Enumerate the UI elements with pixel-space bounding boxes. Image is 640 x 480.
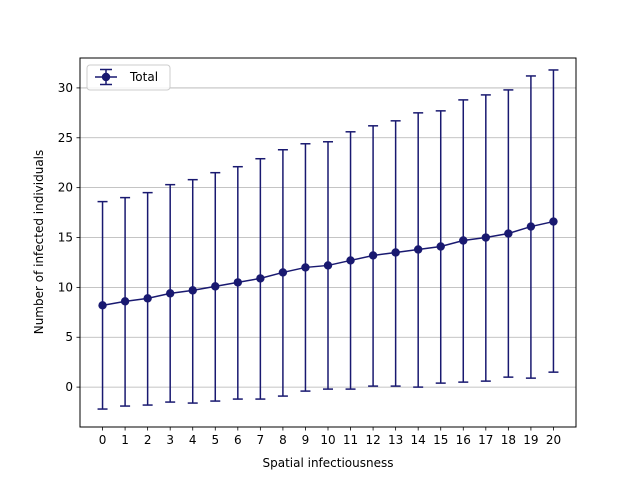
y-tick-label: 25	[58, 131, 73, 145]
x-tick-label: 1	[121, 433, 129, 447]
data-point	[436, 242, 445, 251]
y-axis-label: Number of infected individuals	[32, 150, 46, 335]
y-tick-label: 30	[58, 81, 73, 95]
data-point	[120, 297, 130, 306]
data-point	[165, 289, 175, 298]
x-tick-label: 6	[234, 433, 242, 447]
x-tick-label: 16	[456, 433, 471, 447]
x-tick-label: 14	[411, 433, 426, 447]
x-tick-label: 9	[302, 433, 310, 447]
x-tick-label: 10	[320, 433, 335, 447]
x-axis-label: Spatial infectiousness	[262, 456, 393, 470]
data-point	[188, 286, 197, 295]
data-point	[143, 294, 152, 303]
x-tick-label: 20	[546, 433, 561, 447]
legend-marker-total	[95, 68, 117, 86]
data-point	[233, 278, 243, 287]
legend: Total	[86, 64, 171, 91]
data-point	[323, 261, 333, 270]
data-point	[346, 256, 355, 265]
data-point	[98, 301, 107, 310]
x-tick-label: 7	[257, 433, 265, 447]
data-point	[526, 222, 536, 231]
x-tick-label: 4	[189, 433, 197, 447]
x-tick-label: 3	[166, 433, 174, 447]
x-tick-label: 12	[365, 433, 380, 447]
y-tick-label: 20	[58, 181, 73, 195]
y-tick-label: 10	[58, 280, 73, 294]
data-point	[549, 217, 558, 226]
series-total	[97, 69, 559, 410]
x-tick-label: 19	[523, 433, 538, 447]
x-tick-label: 13	[388, 433, 403, 447]
data-point	[211, 282, 220, 291]
data-point	[413, 245, 423, 254]
data-point	[256, 274, 265, 283]
data-point	[301, 263, 310, 272]
x-tick-label: 8	[279, 433, 287, 447]
data-point	[459, 236, 468, 245]
data-point	[504, 229, 513, 238]
x-tick-label: 5	[211, 433, 219, 447]
x-tick-label: 11	[343, 433, 358, 447]
y-tick-label: 15	[58, 231, 73, 245]
y-tick-label: 0	[65, 380, 73, 394]
data-point	[481, 233, 491, 242]
series-layer	[97, 69, 559, 410]
data-point	[368, 251, 378, 260]
x-tick-label: 17	[478, 433, 493, 447]
y-tick-label: 5	[65, 330, 73, 344]
x-tick-label: 2	[144, 433, 152, 447]
legend-point	[101, 72, 111, 82]
legend-label-total: Total	[129, 70, 158, 84]
x-tick-label: 18	[501, 433, 516, 447]
x-tick-label: 0	[99, 433, 107, 447]
data-point	[391, 248, 400, 257]
data-point	[278, 268, 288, 277]
x-tick-label: 15	[433, 433, 448, 447]
